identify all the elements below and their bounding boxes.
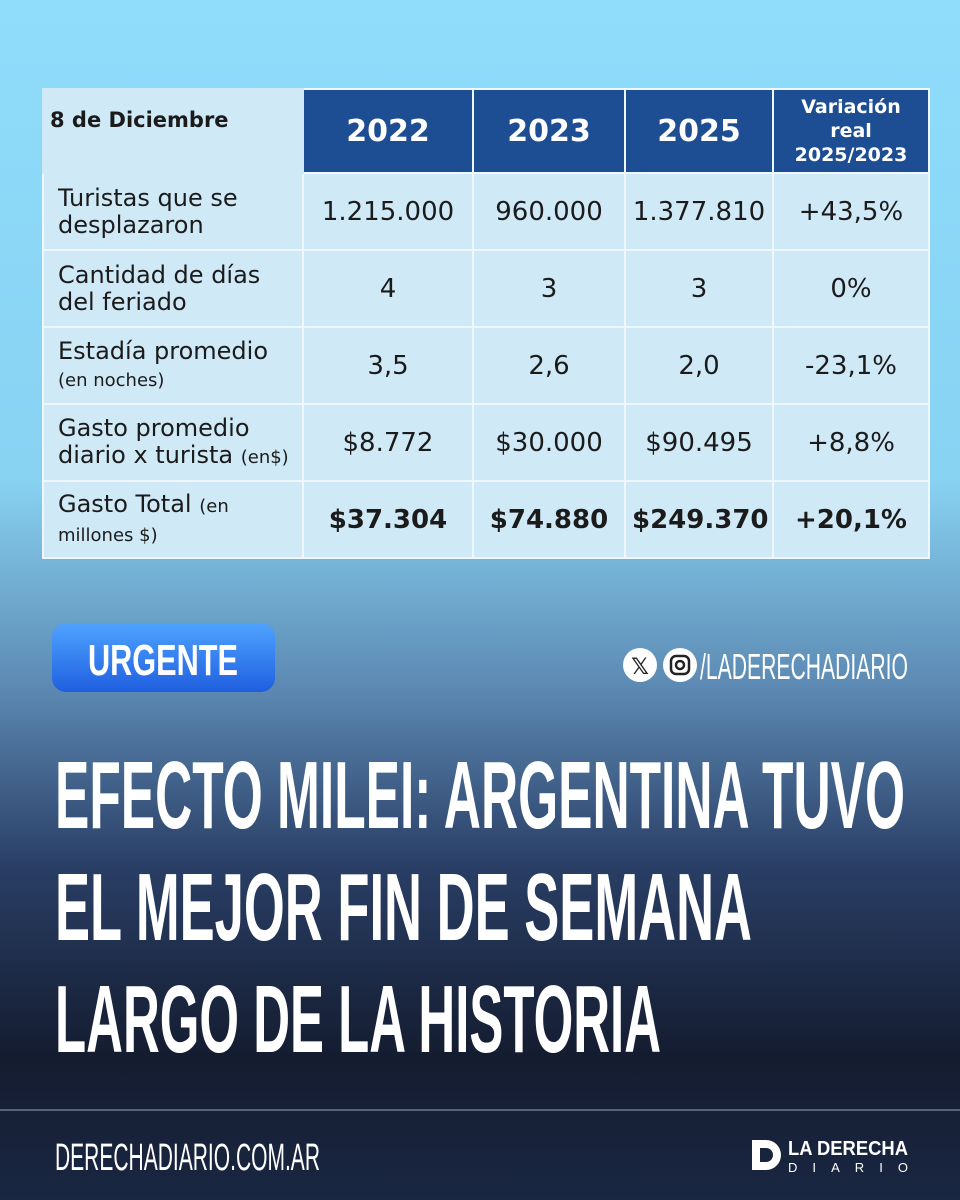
data-table: 8 de Diciembre 2022 2023 2025 Variación … [42, 88, 930, 559]
table-cell: $74.880 [472, 480, 626, 559]
table-cell: 4 [302, 249, 474, 328]
social-handle: /LADERECHADIARIO [700, 646, 908, 687]
table-cell: 960.000 [472, 172, 626, 251]
table-cell: $249.370 [624, 480, 774, 559]
table-cell: 3 [472, 249, 626, 328]
table-cell: +20,1% [772, 480, 930, 559]
row-label: Turistas que se desplazaron [42, 172, 304, 251]
row-label-text: Gasto Total [58, 489, 192, 518]
headline-line: EFECTO MILEI: ARGENTINA TUVO [55, 742, 905, 849]
table-cell: $90.495 [624, 403, 774, 482]
headline-line: LARGO DE LA HISTORIA [55, 966, 661, 1073]
table-cell: 0% [772, 249, 930, 328]
badge [52, 623, 275, 692]
headline-line: EL MEJOR FIN DE SEMANA [55, 854, 752, 961]
row-label-note: (en millones $) [58, 495, 229, 546]
row-label: Estadía promedio (en noches) [42, 326, 304, 405]
instagram-glyph [674, 659, 686, 671]
column-header: 2022 [302, 88, 474, 174]
logo-bottom: DIARIO [788, 1160, 908, 1175]
column-header: Variación real 2025/2023 [772, 88, 930, 174]
table-cell: -23,1% [772, 326, 930, 405]
instagram-glyph [669, 654, 691, 676]
logo-icon [752, 1140, 781, 1170]
table-row: Gasto promedio diario x turista (en$) $8.… [42, 403, 930, 482]
logo-top: LA DERECHA [788, 1138, 908, 1160]
x-icon-glyph: 𝕏 [631, 655, 649, 680]
table-cell: 2,0 [624, 326, 774, 405]
table-cell: 1.215.000 [302, 172, 474, 251]
table-cell: $8.772 [302, 403, 474, 482]
table-body: Turistas que se desplazaron 1.215.000 960.… [42, 172, 930, 559]
table-cell: 2,6 [472, 326, 626, 405]
row-label-text: Estadía promedio [58, 336, 269, 365]
table-row: Turistas que se desplazaron 1.215.000 960.… [42, 172, 930, 251]
badge-text: URGENTE [88, 636, 238, 685]
table-row: Gasto Total (en millones $) $37.304 $74.88… [42, 480, 930, 559]
table-cell: +8,8% [772, 403, 930, 482]
column-header: 2025 [624, 88, 774, 174]
column-header: 2023 [472, 88, 626, 174]
row-label-note: (en noches) [58, 369, 165, 391]
x-icon [623, 648, 657, 682]
table-cell: 3 [624, 249, 774, 328]
corner-label: 8 de Diciembre [42, 88, 304, 174]
row-label-note: (en$) [240, 446, 289, 468]
table-cell: 1.377.810 [624, 172, 774, 251]
row-label-text: Cantidad de días del feriado [58, 260, 261, 316]
row-label-text: Turistas que se desplazaron [58, 183, 238, 239]
table-row: Estadía promedio (en noches) 3,5 2,6 2,0 -23… [42, 326, 930, 405]
row-label: Cantidad de días del feriado [42, 249, 304, 328]
row-label: Gasto Total (en millones $) [42, 480, 304, 559]
table-cell: 3,5 [302, 326, 474, 405]
table-cell: $37.304 [302, 480, 474, 559]
table-row: Cantidad de días del feriado 4 3 3 0% [42, 249, 930, 328]
table-cell: $30.000 [472, 403, 626, 482]
row-label: Gasto promedio diario x turista (en$) [42, 403, 304, 482]
website: DERECHADIARIO.COM.AR [55, 1137, 320, 1179]
instagram-icon [663, 648, 697, 682]
table-cell: +43,5% [772, 172, 930, 251]
row-label-text: Gasto promedio diario x turista [58, 413, 250, 469]
